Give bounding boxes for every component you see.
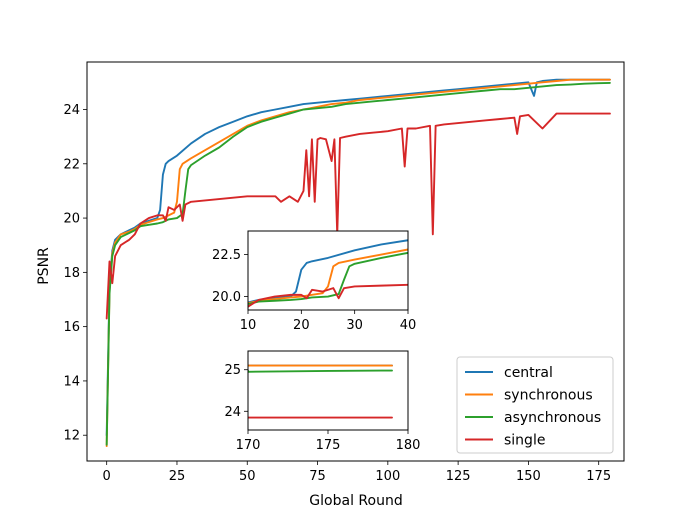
inset2-x-tick-label: 170 xyxy=(236,438,261,453)
x-axis-label: Global Round xyxy=(309,493,402,509)
main-series-asynchronous xyxy=(105,81,611,446)
main-x-tick-label: 75 xyxy=(309,469,326,484)
main-x-tick-label: 100 xyxy=(375,469,400,484)
inset1-series-single xyxy=(248,283,408,308)
main-y-tick-label: 12 xyxy=(63,429,80,444)
inset1-x-tick-label: 20 xyxy=(293,318,310,333)
inset-rounds-170-180: 170 175 180 24 25 xyxy=(224,350,421,453)
legend-label-asynchronous: asynchronous xyxy=(504,410,601,426)
inset1-x-tick-label: 40 xyxy=(400,318,417,333)
inset1-x-tick-label: 30 xyxy=(346,318,363,333)
inset1-y-tick-label: 20.0 xyxy=(212,290,241,305)
inset2-y-tick-label: 25 xyxy=(224,363,241,378)
main-y-tick-label: 20 xyxy=(63,212,80,227)
main-y-tick-label: 24 xyxy=(63,103,80,118)
main-series-group xyxy=(105,78,611,448)
inset1-series-group xyxy=(248,239,408,308)
inset2-x-tick-label: 180 xyxy=(396,438,421,453)
main-x-tick-label: 25 xyxy=(169,469,186,484)
inset2-series-synchronous xyxy=(248,364,393,367)
legend: central synchronous asynchronous single xyxy=(456,356,614,454)
main-frame xyxy=(86,61,625,462)
inset2-series-single xyxy=(248,416,393,419)
inset1-series-central xyxy=(248,239,408,304)
main-x-tick-label: 125 xyxy=(446,469,471,484)
y-axis-label: PSNR xyxy=(36,247,52,285)
inset1-x-tick-label: 10 xyxy=(240,318,257,333)
inset1-series-synchronous xyxy=(248,248,408,305)
inset2-x-tick-label: 175 xyxy=(316,438,341,453)
inset-rounds-10-40: 10 20 30 40 20.0 22.5 xyxy=(212,230,417,333)
main-x-tick-label: 50 xyxy=(239,469,256,484)
inset2-series-asynchronous xyxy=(248,369,393,373)
legend-label-central: central xyxy=(504,365,553,381)
inset2-series-group xyxy=(248,364,393,419)
legend-label-synchronous: synchronous xyxy=(504,388,593,404)
inset1-series-asynchronous xyxy=(248,251,408,306)
main-x-tick-label: 175 xyxy=(586,469,611,484)
main-series-central xyxy=(105,78,611,437)
main-y-tick-label: 22 xyxy=(63,157,80,172)
inset1-y-tick-label: 22.5 xyxy=(212,248,241,263)
main-y-tick-label: 16 xyxy=(63,320,80,335)
legend-frame xyxy=(456,356,614,454)
inset2-y-tick-label: 24 xyxy=(224,405,241,420)
main-x-tick-label: 150 xyxy=(516,469,541,484)
inset1-frame xyxy=(247,230,409,311)
main-y-tick-label: 14 xyxy=(63,374,80,389)
main-y-tick-label: 18 xyxy=(63,266,80,281)
main-series-single xyxy=(105,112,611,320)
main-x-tick-label: 0 xyxy=(103,469,111,484)
main-series-synchronous xyxy=(105,78,611,448)
legend-label-single: single xyxy=(504,433,545,449)
